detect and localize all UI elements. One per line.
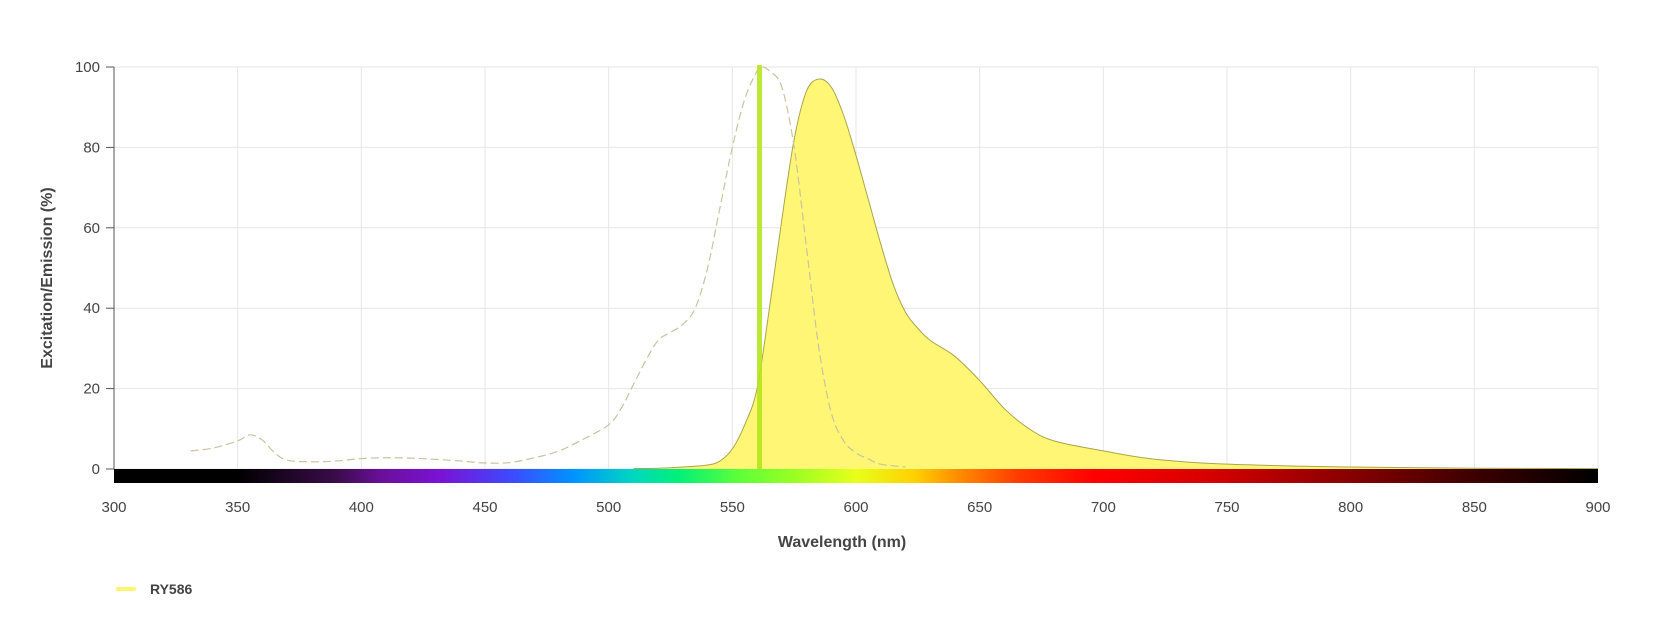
excitation-line xyxy=(190,66,906,468)
x-tick-label: 700 xyxy=(1091,499,1116,516)
x-tick-label: 900 xyxy=(1585,499,1610,516)
x-tick-label: 500 xyxy=(596,499,621,516)
emission-area xyxy=(633,78,1598,469)
x-tick-label: 450 xyxy=(472,499,497,516)
y-tick-label: 40 xyxy=(83,300,100,317)
emission-line xyxy=(633,78,1599,470)
y-axis-title: Excitation/Emission (%) xyxy=(39,187,56,368)
y-tick-label: 20 xyxy=(83,381,100,398)
x-tick-label: 550 xyxy=(720,499,745,516)
tick-labels: 300 350 400 450 500 550 600 650 700 750 800 850 900 0… xyxy=(75,59,1611,516)
y-tick-label: 100 xyxy=(75,59,100,76)
legend-label: RY586 xyxy=(150,581,193,597)
x-tick-label: 300 xyxy=(101,499,126,516)
spectrum-bar xyxy=(114,469,1598,483)
overlay-layer xyxy=(114,65,1598,483)
legend-swatch xyxy=(116,587,136,591)
series-layer xyxy=(190,66,1599,470)
x-tick-label: 750 xyxy=(1214,499,1239,516)
x-tick-label: 650 xyxy=(967,499,992,516)
legend-item-ry586[interactable]: RY586 xyxy=(116,581,192,597)
y-tick-label: 0 xyxy=(92,461,100,478)
x-axis-title: Wavelength (nm) xyxy=(778,534,906,551)
x-tick-label: 600 xyxy=(843,499,868,516)
x-tick-label: 850 xyxy=(1462,499,1487,516)
x-tick-label: 350 xyxy=(225,499,250,516)
x-tick-label: 800 xyxy=(1338,499,1363,516)
y-tick-label: 80 xyxy=(83,139,100,156)
y-tick-label: 60 xyxy=(83,220,100,237)
x-tick-label: 400 xyxy=(349,499,374,516)
